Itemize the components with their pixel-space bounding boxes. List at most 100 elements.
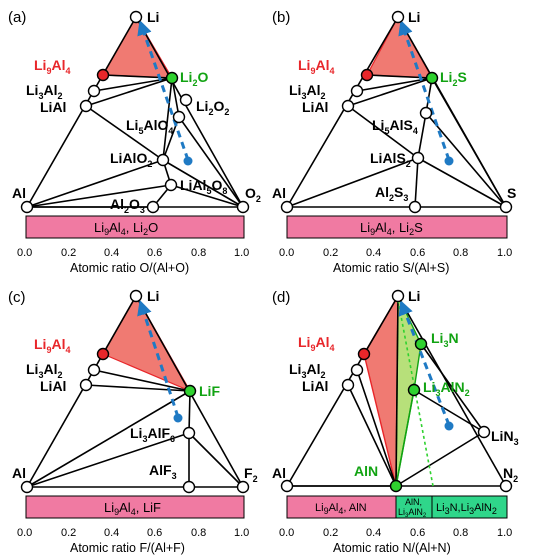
tick-label: 1.0: [497, 247, 512, 259]
panel-d-bar-segment-2-line2: Li3AlN2: [398, 507, 427, 519]
panel-d-edge-right: [397, 295, 507, 487]
panel-b-node-s: [499, 200, 513, 214]
panel-c-tie: [188, 390, 191, 434]
panel-c-tie: [26, 432, 190, 488]
panel-d-li3n-label: Li3N: [431, 330, 459, 349]
tick-label: 0.2: [323, 247, 338, 259]
panel-b-al2s3-label: Al2S3: [375, 184, 408, 203]
panel-d-tie: [413, 389, 485, 433]
panel-a-tie: [162, 159, 244, 208]
panel-d-axis-title: Atomic ratio N/(Al+N): [333, 541, 451, 555]
panel-b-tie: [347, 77, 433, 107]
panel-d-bar-segment-3: [431, 495, 508, 519]
panel-b-tie: [414, 157, 419, 208]
panel-c-start-point: [173, 413, 183, 423]
tick-label: 0.0: [279, 247, 294, 259]
panel-d-node-li: [391, 289, 405, 303]
panel-b-apex-label: Li: [408, 9, 420, 25]
panel-c-tie: [85, 384, 191, 392]
panel-c-axis-title: Atomic ratio F/(Al+F): [70, 541, 185, 555]
panel-c-node-lif: [183, 384, 197, 398]
panel-a-li3al2-label: Li3Al2: [26, 82, 62, 101]
panel-a-apex-label: Li: [147, 9, 159, 25]
panel-a-product-label: Li2O: [180, 69, 208, 88]
panel-a-ticks: 0.0 0.2 0.4 0.6 0.8 1.0: [17, 247, 249, 259]
panel-d-green-tie: [395, 389, 415, 487]
panel-a-node-li2o2: [179, 93, 193, 107]
tick-label: 1.0: [497, 527, 512, 539]
tick-label: 0.6: [410, 527, 425, 539]
panel-c-tie: [188, 432, 244, 488]
panel-a-node-al: [20, 200, 34, 214]
panel-b-axis-title: Atomic ratio S/(Al+S): [333, 261, 449, 275]
panel-a-label: (a): [8, 9, 26, 26]
panel-a-tie: [171, 77, 180, 118]
tick-label: 0.4: [104, 527, 119, 539]
panel-d-tie: [420, 343, 485, 433]
panel-d-node-aln: [389, 479, 403, 493]
tick-label: 0.2: [61, 527, 76, 539]
panel-a-li9al4-label: Li9Al4: [34, 57, 70, 76]
panel-c-edge-left: [26, 295, 137, 488]
panel-c-node-li3al2: [87, 363, 101, 377]
panel-b-right-label: S: [507, 185, 516, 201]
tick-label: 0.4: [366, 247, 381, 259]
panel-a: (a) Li: [8, 9, 261, 275]
panel-a-node-al2o3: [146, 200, 160, 214]
panel-b-node-li: [391, 10, 405, 24]
panel-c-li3al2-label: Li3Al2: [26, 361, 62, 380]
panel-b-red-triangle: [366, 15, 434, 79]
panel-c-li9al4-label: Li9Al4: [34, 336, 70, 355]
panel-d-label: (d): [272, 289, 290, 306]
panel-a-edge-left: [26, 16, 137, 208]
panel-c-product-label: LiF: [199, 383, 220, 399]
panel-a-start-point: [183, 156, 193, 166]
panel-d-node-li3al2: [350, 363, 364, 377]
panel-a-node-lial5o8: [164, 178, 178, 192]
panel-c-ticks: 0.0 0.2 0.4 0.6 0.8 1.0: [17, 527, 249, 539]
panel-d-node-li3aln2: [407, 383, 421, 397]
panel-d-reaction-path-arrow: [398, 300, 451, 426]
panel-b-left-label: Al: [272, 185, 286, 201]
tick-label: 0.4: [366, 527, 381, 539]
panel-b-lials2-label: LiAlS2: [370, 150, 411, 169]
panel-b-lial-label: LiAl: [302, 99, 328, 115]
panel-d-bar-segment-1-text: Li9Al4, AlN: [315, 502, 367, 516]
panel-c-node-f2: [236, 480, 250, 494]
panel-c-node-li3alf6: [182, 426, 196, 440]
panel-b-node-lial: [341, 99, 355, 113]
tick-label: 0.8: [191, 247, 206, 259]
panel-a-node-li: [129, 10, 143, 24]
panel-a-node-o2: [236, 200, 250, 214]
panel-c-bar-text: Li9Al4, LiF: [104, 500, 161, 517]
panel-c-reaction-path-arrow: [137, 299, 180, 418]
panel-a-lial-label: LiAl: [40, 99, 66, 115]
panel-c-node-li: [129, 289, 143, 303]
panel-d-lial-label: LiAl: [302, 378, 328, 394]
tick-label: 0.8: [191, 527, 206, 539]
panel-a-tie: [26, 184, 172, 208]
panel-b-node-li5als4: [419, 106, 433, 120]
panel-b-li3al2-label: Li3Al2: [289, 82, 325, 101]
panel-d-node-al: [280, 479, 294, 493]
tick-label: 1.0: [234, 527, 249, 539]
panel-b-node-al: [280, 200, 294, 214]
panel-c-tie: [26, 390, 191, 488]
panel-c-node-lial: [79, 378, 93, 392]
panel-a-composition-bar: [25, 215, 245, 239]
panel-a-node-li5alo4: [172, 110, 186, 124]
panel-d-right-label: N2: [503, 465, 518, 484]
panel-a-edge-right: [135, 16, 244, 208]
panel-d-bar-segment-2-line1: AlN,: [405, 497, 422, 507]
panel-b-ticks: 0.0 0.2 0.4 0.6 0.8 1.0: [279, 247, 512, 259]
panel-a-li5alo4-label: Li5AlO4: [126, 117, 173, 136]
panel-a-tie: [178, 116, 244, 208]
panel-a-axis-title: Atomic ratio O/(Al+O): [70, 261, 189, 275]
panel-c-right-label: F2: [244, 465, 258, 484]
panel-d-tie: [395, 295, 399, 487]
panel-d-node-n2: [499, 479, 513, 493]
tick-label: 0.8: [453, 527, 468, 539]
panel-a-tie: [85, 105, 164, 161]
panel-a-node-lial: [79, 99, 93, 113]
panel-b-bar-text: Li9Al4, Li2S: [360, 220, 423, 237]
